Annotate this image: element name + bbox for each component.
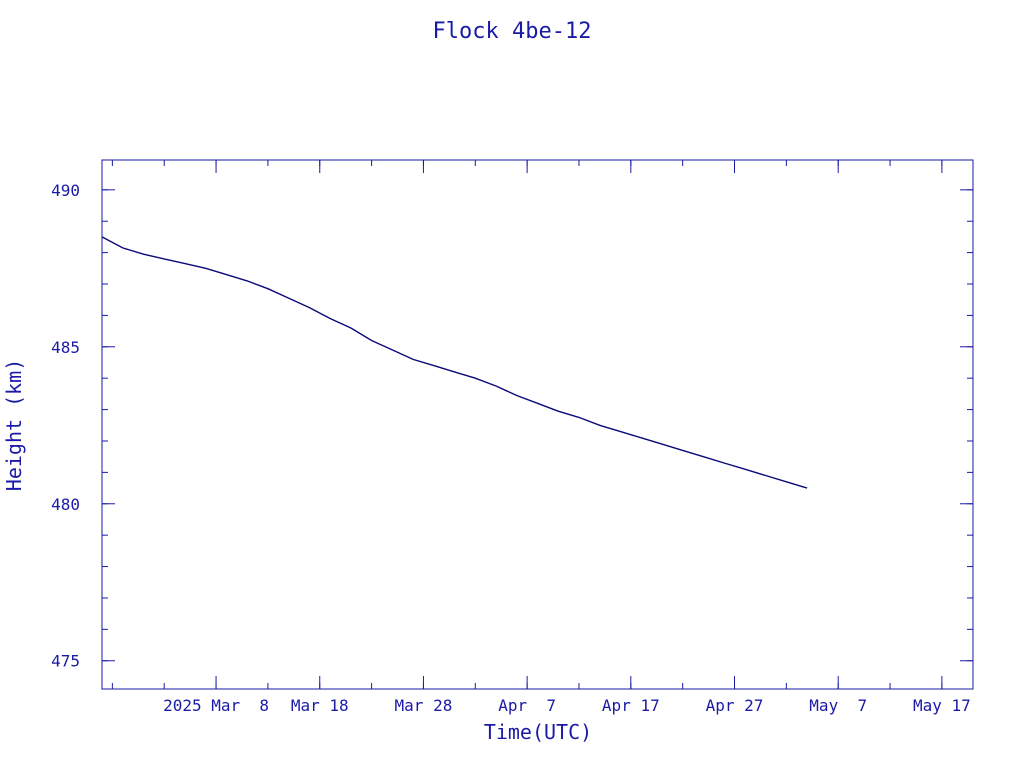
y-tick-labels: 475 480 485 490 <box>51 181 80 671</box>
x-tick-label: Apr 7 <box>498 696 556 715</box>
x-tick-labels: 2025 Mar 8 Mar 18 Mar 28 Apr 7 Apr 17 Apr 27 M… <box>163 696 971 715</box>
plot-frame <box>101 159 974 690</box>
x-tick-label: May 17 <box>913 696 971 715</box>
x-tick-label: Apr 27 <box>706 696 764 715</box>
y-tick-label: 475 <box>51 652 80 671</box>
chart-title: Flock 4be-12 <box>433 19 592 44</box>
x-axis-title: Time(UTC) <box>484 720 592 744</box>
x-tick-label: May 7 <box>809 696 867 715</box>
x-tick-label: Mar 18 <box>291 696 349 715</box>
y-tick-label: 480 <box>51 495 80 514</box>
series-line <box>101 236 808 489</box>
y-tick-label: 490 <box>51 181 80 200</box>
axis-ticks <box>102 160 973 689</box>
y-axis-title: Height (km) <box>2 359 26 491</box>
x-tick-label: Apr 17 <box>602 696 660 715</box>
y-tick-label: 485 <box>51 338 80 357</box>
x-tick-label: Mar 28 <box>395 696 453 715</box>
x-tick-label: 2025 Mar 8 <box>163 696 269 715</box>
